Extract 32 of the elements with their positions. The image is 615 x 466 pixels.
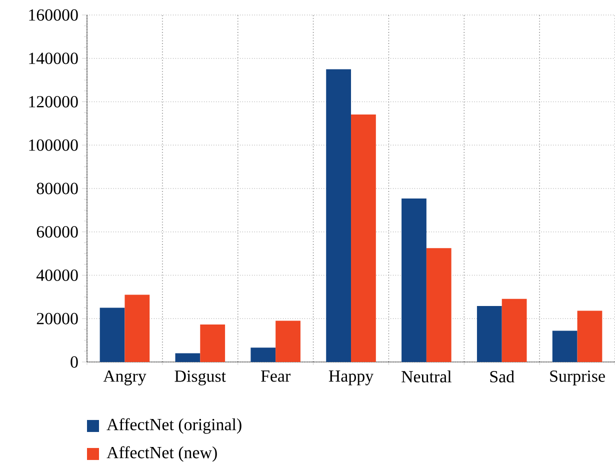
bar [276, 320, 300, 362]
x-tick-label: Angry [103, 370, 146, 386]
y-tick-label: 160000 [29, 9, 78, 21]
bar [250, 348, 276, 362]
y-tick-label: 80000 [36, 182, 78, 194]
x-tick-label: Disgust [174, 370, 226, 386]
bar [476, 306, 502, 362]
y-tick-label: 40000 [36, 270, 78, 281]
y-tick-label: 140000 [29, 52, 78, 64]
x-tick-label: Fear [261, 370, 290, 382]
bar [100, 308, 125, 362]
bar [426, 248, 452, 362]
legend-label: AffectNet (new) [106, 446, 217, 462]
bar [175, 353, 200, 362]
x-tick-label: Sad [490, 370, 514, 382]
bar [124, 294, 150, 362]
bar [351, 114, 376, 362]
y-tick-label: 60000 [36, 226, 78, 238]
y-tick-label: 20000 [36, 312, 78, 324]
bar [577, 310, 602, 362]
x-tick-label: Happy [328, 370, 374, 386]
x-tick-label: Surprise [550, 370, 605, 386]
y-tick-label: 100000 [29, 139, 78, 151]
bar [552, 330, 578, 362]
y-tick-label: 0 [70, 356, 78, 368]
bar [502, 298, 527, 362]
x-tick-label: Neutral [402, 370, 452, 382]
bar [402, 198, 426, 362]
bar [326, 69, 352, 362]
y-tick-label: 120000 [29, 96, 78, 108]
bar [200, 324, 226, 362]
legend-label: AffectNet (original) [106, 418, 242, 434]
